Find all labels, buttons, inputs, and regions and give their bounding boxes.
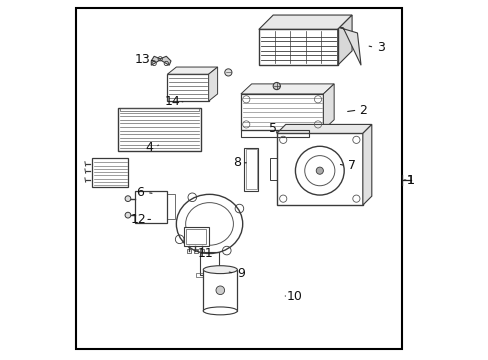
Bar: [200, 249, 204, 253]
Bar: [269, 158, 277, 180]
Text: 8: 8: [233, 156, 241, 169]
Bar: [193, 249, 198, 253]
Polygon shape: [167, 74, 208, 101]
Bar: [183, 226, 208, 246]
Text: 9: 9: [237, 267, 244, 280]
Bar: [244, 98, 319, 126]
Polygon shape: [337, 15, 351, 65]
Text: 1: 1: [406, 174, 413, 186]
Polygon shape: [276, 134, 362, 205]
Circle shape: [216, 286, 224, 294]
Bar: [203, 270, 237, 311]
Circle shape: [224, 69, 231, 76]
Bar: [92, 158, 128, 187]
Text: 14: 14: [164, 95, 180, 108]
Ellipse shape: [203, 266, 237, 274]
Text: 13: 13: [134, 53, 150, 66]
Polygon shape: [241, 84, 333, 94]
Polygon shape: [151, 56, 171, 65]
Text: 7: 7: [347, 159, 355, 172]
Polygon shape: [362, 125, 371, 205]
Bar: [120, 108, 199, 111]
Circle shape: [125, 196, 131, 202]
Ellipse shape: [185, 203, 233, 245]
Bar: [135, 191, 167, 223]
Circle shape: [316, 167, 323, 174]
Bar: [244, 148, 258, 191]
Bar: [196, 273, 223, 277]
Text: 10: 10: [286, 290, 302, 303]
Bar: [241, 130, 308, 137]
Polygon shape: [276, 125, 371, 134]
Bar: [258, 30, 337, 65]
Polygon shape: [208, 67, 217, 101]
Polygon shape: [323, 84, 333, 130]
Bar: [245, 149, 256, 189]
Bar: [199, 252, 219, 275]
Polygon shape: [167, 67, 217, 74]
Text: 11: 11: [197, 247, 212, 260]
Circle shape: [125, 212, 131, 218]
Bar: [185, 229, 206, 244]
Text: 1: 1: [406, 174, 413, 186]
Text: 5: 5: [268, 122, 277, 135]
Polygon shape: [339, 28, 360, 65]
Polygon shape: [258, 15, 351, 30]
Ellipse shape: [176, 194, 242, 253]
Bar: [167, 194, 174, 220]
Bar: [118, 108, 201, 151]
Text: 4: 4: [145, 141, 153, 154]
Text: 6: 6: [136, 186, 144, 199]
Ellipse shape: [203, 307, 237, 315]
Text: 2: 2: [358, 104, 366, 117]
Text: 3: 3: [376, 41, 384, 54]
Polygon shape: [241, 94, 323, 130]
Bar: [187, 249, 191, 253]
Text: 12: 12: [131, 213, 146, 226]
Circle shape: [273, 82, 280, 90]
